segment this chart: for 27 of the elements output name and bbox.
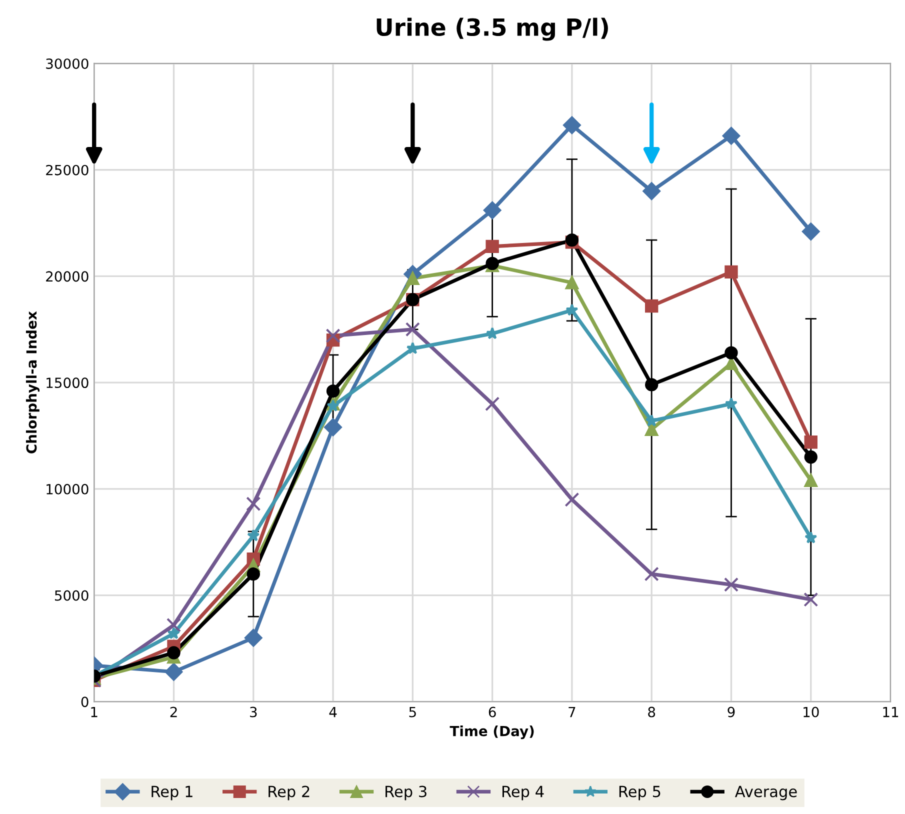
chart-title: Urine (3.5 mg P/l)	[376, 18, 608, 41]
x-tick-label: 2	[170, 706, 177, 718]
legend-label: Rep 1	[152, 786, 192, 800]
x-tick-label: 1	[91, 706, 98, 718]
y-tick-label: 15000	[46, 378, 88, 388]
x-tick-label: 9	[728, 706, 735, 718]
y-tick-label: 30000	[46, 58, 88, 69]
x-tick-label: 8	[648, 706, 656, 718]
legend-label: Rep 5	[619, 786, 660, 800]
y-tick-label: 25000	[46, 164, 88, 176]
x-tick-label: 5	[409, 706, 416, 718]
x-tick-label: 6	[488, 706, 496, 718]
x-tick-label: 7	[568, 706, 576, 718]
x-tick-label: 4	[329, 706, 337, 718]
legend-label: Rep 3	[386, 786, 426, 800]
legend-label: Average	[734, 786, 797, 800]
x-axis-title: Time (Day)	[450, 726, 534, 740]
y-tick-label: 0	[81, 696, 88, 708]
y-axis-title: Chlorphyll-a Index	[26, 311, 40, 454]
x-tick-label: 10	[804, 706, 819, 718]
y-tick-label: 10000	[46, 484, 88, 494]
y-tick-label: 20000	[46, 271, 88, 282]
x-tick-label: 3	[250, 706, 257, 718]
x-tick-label: 11	[883, 706, 898, 718]
legend-label: Rep 2	[268, 786, 310, 800]
legend-label: Rep 4	[502, 786, 544, 800]
y-tick-label: 5000	[54, 590, 88, 601]
